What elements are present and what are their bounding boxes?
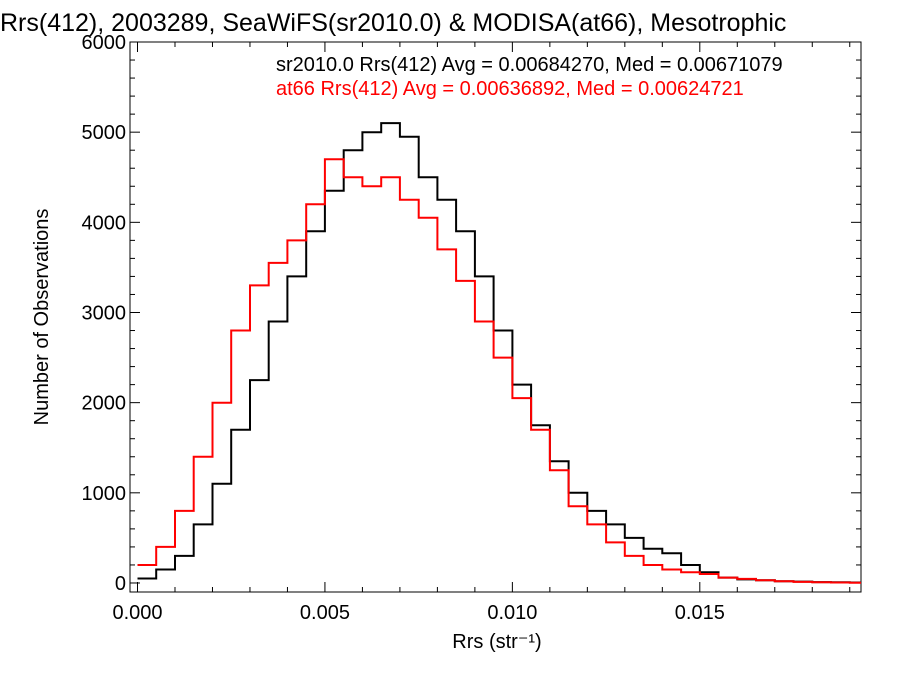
legend-entry-at66: at66 Rrs(412) Avg = 0.00636892, Med = 0.… [276,78,744,100]
y-tick-label: 5000 [82,122,127,144]
y-axis: 0 1000 2000 3000 4000 5000 6000 [82,32,861,595]
y-tick-label: 6000 [82,32,127,54]
chart-title: Rrs(412), 2003289, SeaWiFS(sr2010.0) & M… [0,9,786,37]
x-tick-label: 0.010 [487,602,537,624]
y-tick-label: 4000 [82,212,127,234]
legend-entry-sr2010.0: sr2010.0 Rrs(412) Avg = 0.00684270, Med … [276,54,783,76]
legend: sr2010.0 Rrs(412) Avg = 0.00684270, Med … [276,54,783,100]
x-axis: 0.000 0.005 0.010 0.015 [112,42,851,624]
plot-frame [129,41,862,593]
y-axis-label: Number of Observations [31,209,53,426]
x-tick-label: 0.015 [675,602,725,624]
series-line-at66 [137,158,861,584]
x-axis-label: Rrs (str⁻¹) [452,631,541,653]
plot-border [129,41,862,593]
y-tick-label: 1000 [82,483,127,505]
series-line-sr2010.0 [137,122,861,584]
x-tick-label: 0.005 [300,602,350,624]
series-lines [137,122,861,584]
x-tick-label: 0.000 [112,602,162,624]
y-tick-label: 2000 [82,393,127,415]
y-tick-label: 0 [115,573,126,595]
y-tick-label: 3000 [82,302,127,324]
